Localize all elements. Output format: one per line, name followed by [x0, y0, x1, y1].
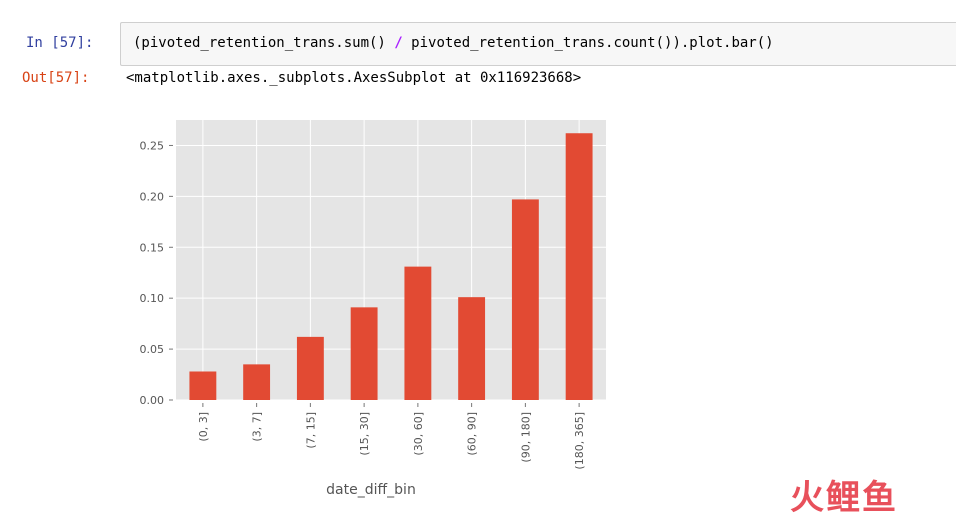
- bar: [350, 307, 378, 400]
- code-operator: /: [394, 35, 403, 51]
- watermark-logo: 火鲤鱼: [790, 470, 898, 519]
- x-tick-label: (3, 7]: [251, 412, 264, 442]
- code-before: (pivoted_retention_trans.sum(): [133, 35, 395, 51]
- input-prompt: In [57]:: [26, 35, 94, 51]
- bar: [243, 364, 271, 400]
- x-tick-label: (30, 60]: [412, 412, 425, 456]
- y-tick-label: 0.10: [140, 292, 165, 305]
- x-tick-label: (0, 3]: [197, 412, 210, 442]
- x-tick-label: (15, 30]: [358, 412, 371, 456]
- watermark-part1: 火: [790, 478, 826, 518]
- x-axis-ticks: (0, 3] (3, 7] (7, 15] (15, 30] (30, 60] (60, …: [197, 403, 586, 470]
- y-tick-label: 0.00: [140, 394, 165, 407]
- bar: [189, 371, 217, 400]
- bar: [404, 266, 432, 400]
- bar: [458, 297, 486, 400]
- y-tick-label: 0.20: [140, 190, 165, 203]
- code-line[interactable]: (pivoted_retention_trans.sum() / pivoted…: [133, 35, 774, 51]
- code-after: pivoted_retention_trans.count()).plot.ba…: [402, 35, 774, 51]
- output-prompt: Out[57]:: [22, 70, 90, 86]
- plot-area: [176, 120, 606, 400]
- y-tick-label: 0.25: [140, 139, 165, 152]
- bars: [189, 133, 593, 400]
- x-tick-label: (60, 90]: [466, 412, 479, 456]
- y-axis-ticks: 0.00 0.05 0.10 0.15 0.20 0.25: [140, 139, 173, 407]
- bar: [565, 133, 593, 400]
- output-text: <matplotlib.axes._subplots.AxesSubplot a…: [126, 70, 582, 86]
- watermark-part2: 鲤鱼: [826, 478, 898, 518]
- y-tick-label: 0.15: [140, 241, 165, 254]
- code-editor[interactable]: (pivoted_retention_trans.sum() / pivoted…: [120, 22, 956, 66]
- input-cell[interactable]: In [57]: (pivoted_retention_trans.sum() …: [0, 22, 956, 68]
- bar: [296, 336, 324, 400]
- x-tick-label: (180, 365]: [573, 412, 586, 470]
- x-tick-label: (90, 180]: [519, 412, 532, 463]
- x-tick-label: (7, 15]: [304, 412, 317, 449]
- y-tick-label: 0.05: [140, 343, 165, 356]
- x-axis-label: date_diff_bin: [326, 482, 416, 498]
- bar: [511, 199, 539, 400]
